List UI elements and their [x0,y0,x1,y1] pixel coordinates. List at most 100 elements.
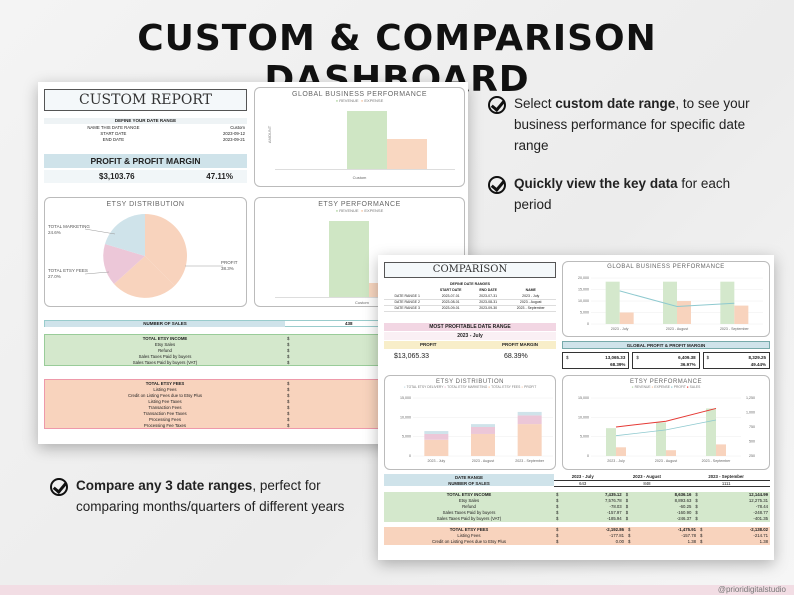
gbp-chart: GLOBAL BUSINESS PERFORMANCE ● REVENUE ● … [254,87,465,187]
cmp-distribution-chart: ETSY DISTRIBUTION ● TOTAL ETSY DELIVERY … [384,375,556,470]
ledger-value: -157.78 [635,532,698,539]
y-tick: 10,000 [578,415,589,419]
currency-symbol: $ [287,422,290,428]
most-profit-values: $13,065.33 68.39% [384,351,556,363]
gpm-card: $8,329.25 49.44% [702,352,770,369]
y-tick: 0 [587,454,589,458]
y-tick: 0 [409,454,411,458]
cmp-perf-svg: 15,000 10,000 5,000 0 1,250 1,000 750 500 250 202… [578,396,755,463]
ledger-label: Etsy Sales [154,341,176,347]
currency-symbol: $ [693,497,704,504]
ledger-label: Refund [384,503,554,510]
legend-item: ● TOTAL ETSY FEES [488,385,522,389]
revenue-bar [347,111,387,169]
ledger-value: -401.35 [703,515,770,522]
expense-bar [734,305,749,324]
ledger-label: Listing Fees [153,386,177,392]
ledger-value: 1.38 [635,538,698,545]
ledger-label: TOTAL ETSY INCOME [384,491,554,498]
ledger-value: -160.90 [633,509,694,516]
cmp-performance-chart: ETSY PERFORMANCE ● REVENUE ● EXPENSE ● P… [562,375,770,470]
gpm-cards: $13,065.33 68.39% $6,409.38 36.97% $8,329.25… [562,352,770,369]
ledger-label: Etsy Sales [384,497,554,504]
currency-symbol: $ [566,355,569,360]
ledger-value: 8,636.16 [633,491,694,498]
currency-symbol: $ [554,503,564,510]
date-range-row: DATE RANGE 2023 - July 2023 - August 2023 -… [384,474,770,481]
pie-label-marketing: TOTAL MARKETING 24.6% [48,224,90,235]
gpm-profit: 13,065.33 [605,355,626,360]
range-row: DATE RANGE 3 2023-09-01 2023-09-30 2023 - S… [384,305,556,312]
currency-symbol: $ [698,538,708,545]
legend-item: ● TOTAL ETSY DELIVERY [403,385,445,389]
ledger-row: Refund $ -78.03 $ -60.25 $ -78.44 [384,503,770,510]
fee-table: TOTAL ETSY FEES$-816.76Listing Fees$-122… [44,379,464,429]
ledger-label: Sales Taxes Paid by buyers (VAT) [132,359,198,365]
most-profit-headers: PROFIT PROFIT MARGIN [384,341,556,349]
y-tick: 10,000 [400,415,411,419]
ledger-value: 12,144.99 [703,491,770,498]
range-name: 2023 - August [505,299,556,306]
currency-symbol: $ [554,526,564,533]
sales-value: 848 [611,480,683,487]
ledger-label: TOTAL ETSY FEES [145,380,185,386]
ledger-label: Listing Fees [384,532,554,539]
ledger-label: Credit on Listing Fees due to Etsy Plus [127,392,203,398]
feature-1: Select custom date range, to see your bu… [514,96,750,153]
legend-item: ● TOTAL ETSY MARKETING [444,385,489,389]
currency-symbol: $ [636,355,639,360]
ledger-row: Listing Fees $ -177.81 $ -157.78 $ -214.71 [384,532,770,539]
ledger-value: -60.25 [633,503,694,510]
range-label: DATE RANGE 1 [384,293,431,300]
gbp-legend: ● REVENUE ● EXPENSE [335,98,384,103]
gpm-profit: 8,329.25 [748,355,766,360]
ledger-label: TOTAL ETSY INCOME [142,335,188,341]
currency-symbol: $ [287,398,290,404]
currency-symbol: $ [287,347,290,353]
sales-label: NUMBER OF SALES [384,480,554,486]
stack-segment [424,439,449,456]
y2-tick: 750 [749,425,755,429]
period-header: 2023 - July [554,474,612,481]
cmp-perf-legend: ● REVENUE ● EXPENSE ● PROFIT ● SALES [563,385,769,389]
gpm-card: $6,409.38 36.97% [632,352,700,369]
currency-symbol: $ [623,509,634,516]
pie-label-profit: PROFIT 38.3% [221,260,238,271]
gbp-ylabel: AMOUNT [267,125,273,144]
currency-symbol: $ [626,538,636,545]
cmp-tables: DATE RANGE 2023 - July 2023 - August 2023 -… [384,474,770,545]
ledger-row: Sales Taxes Paid by buyers (VAT) $ -185.9… [384,515,770,522]
range-name: 2023 - July [505,293,556,300]
revenue-bar [656,422,666,456]
currency-symbol: $ [554,509,564,516]
range-label: DATE RANGE 3 [384,305,431,312]
perf-revenue-bar [329,221,369,297]
expense-bar [619,312,634,324]
ledger-value: -2,138.02 [707,526,770,533]
ledger-value: -157.97 [563,509,624,516]
currency-symbol: $ [706,355,710,360]
currency-symbol: $ [554,532,564,539]
ledger-value: -1,475.91 [635,526,698,533]
currency-symbol: $ [554,491,564,498]
stack-segment [424,433,449,440]
cmp-gbp-svg: 20,000 15,000 10,000 5,000 0 2023 - July 2023 … [578,276,763,331]
most-profitable-name: 2023 - July [384,332,556,340]
revenue-bar [605,281,620,324]
currency-symbol: $ [693,515,704,522]
currency-symbol: $ [623,491,634,498]
ledger-value: 12,275.31 [703,497,770,504]
ledger-row: Sales Taxes Paid by buyers $ -157.97 $ -16… [384,509,770,516]
ledger-value: 7,435.12 [563,491,624,498]
expense-bar [666,450,676,456]
legend-item: ● EXPENSE [651,385,671,389]
x-tick: 2023 - August [666,327,688,331]
comparison-title: COMPARISON [384,262,556,278]
currency-symbol: $ [287,392,290,398]
expense-bar [677,301,691,324]
stack-segment [517,415,542,425]
legend-item: ● PROFIT [521,385,537,389]
ledger-value: -248.77 [703,509,770,516]
y2-tick: 1,000 [746,411,755,415]
date-range-label: DATE RANGE [384,474,554,480]
